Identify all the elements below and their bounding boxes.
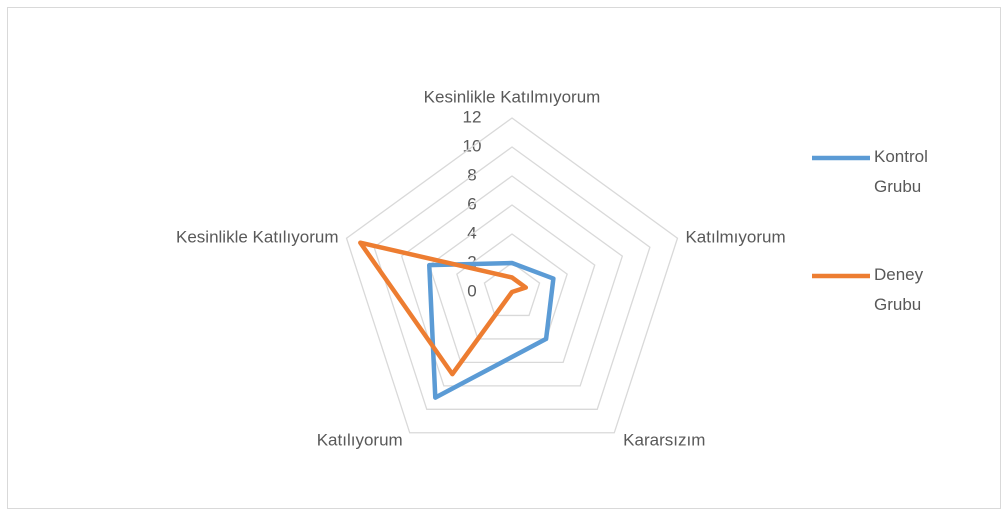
series-line [358, 240, 529, 377]
r-tick-label: 12 [463, 107, 482, 126]
category-label: Katılıyorum [317, 430, 403, 449]
category-label: Kararsızım [623, 430, 705, 449]
r-tick-label: 8 [467, 165, 476, 184]
category-label: Katılmıyorum [685, 228, 785, 247]
grid-ring [345, 117, 679, 434]
legend-label: Deney Grubu [874, 265, 924, 314]
category-label: Kesinlikle Katılıyorum [176, 228, 339, 247]
r-tick-label: 4 [467, 223, 476, 242]
legend-label: Kontrol Grubu [874, 147, 928, 196]
category-label: Kesinlikle Katılmıyorum [424, 87, 601, 106]
grid-ring [400, 175, 624, 387]
r-tick-label: 6 [467, 194, 476, 213]
grid-ring [428, 204, 596, 364]
series-line [427, 260, 556, 400]
r-tick-label: 0 [467, 281, 476, 300]
chart-frame [7, 7, 1001, 509]
grid-ring [373, 146, 651, 410]
grid-ring [483, 262, 541, 317]
